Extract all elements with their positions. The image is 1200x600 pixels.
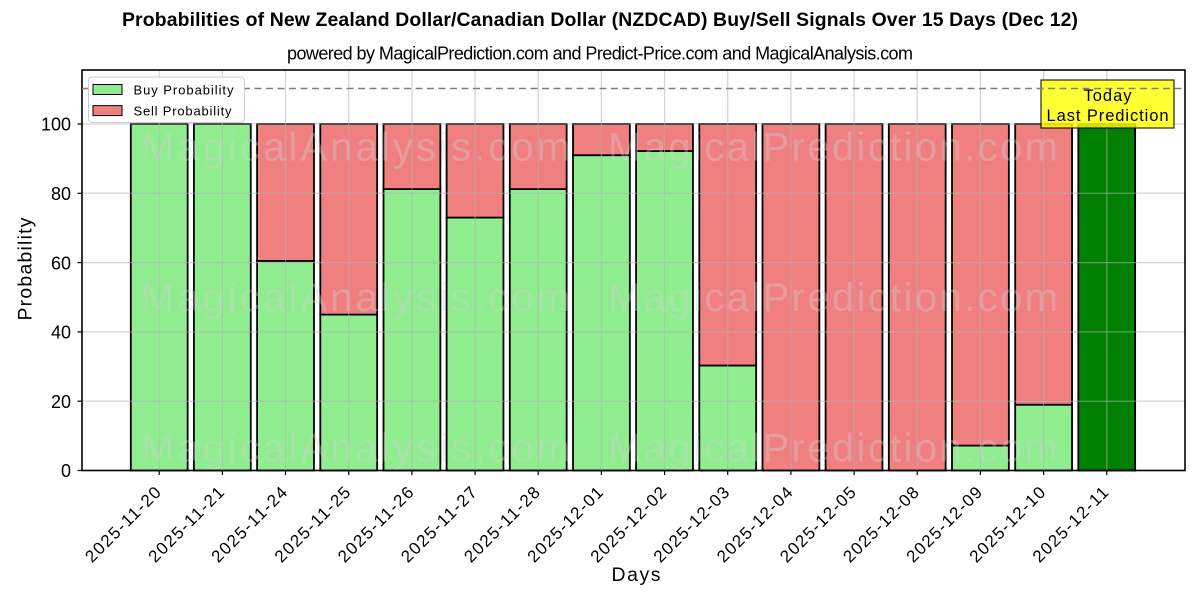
svg-text:Buy Probability: Buy Probability	[134, 82, 235, 97]
svg-text:powered by MagicalPrediction.c: powered by MagicalPrediction.com and Pre…	[287, 43, 913, 63]
svg-text:Today: Today	[1084, 87, 1133, 105]
svg-text:MagicalPrediction.com: MagicalPrediction.com	[608, 276, 1058, 320]
svg-text:Probability: Probability	[15, 217, 37, 320]
svg-text:100: 100	[41, 115, 71, 135]
svg-text:Probabilities of New Zealand D: Probabilities of New Zealand Dollar/Cana…	[122, 9, 1078, 31]
svg-text:80: 80	[51, 184, 71, 204]
svg-text:MagicalPrediction.com: MagicalPrediction.com	[608, 427, 1058, 471]
svg-text:MagicalAnalysis.com: MagicalAnalysis.com	[141, 276, 570, 320]
svg-text:0: 0	[61, 461, 71, 481]
svg-text:Days: Days	[612, 564, 661, 586]
svg-text:20: 20	[51, 392, 71, 412]
svg-text:Last Prediction: Last Prediction	[1047, 107, 1169, 125]
svg-text:MagicalAnalysis.com: MagicalAnalysis.com	[141, 126, 570, 170]
svg-text:Sell Probability: Sell Probability	[134, 104, 233, 119]
svg-text:MagicalPrediction.com: MagicalPrediction.com	[608, 126, 1058, 170]
svg-text:MagicalAnalysis.com: MagicalAnalysis.com	[141, 427, 570, 471]
svg-text:60: 60	[51, 253, 71, 273]
svg-text:40: 40	[51, 323, 71, 343]
